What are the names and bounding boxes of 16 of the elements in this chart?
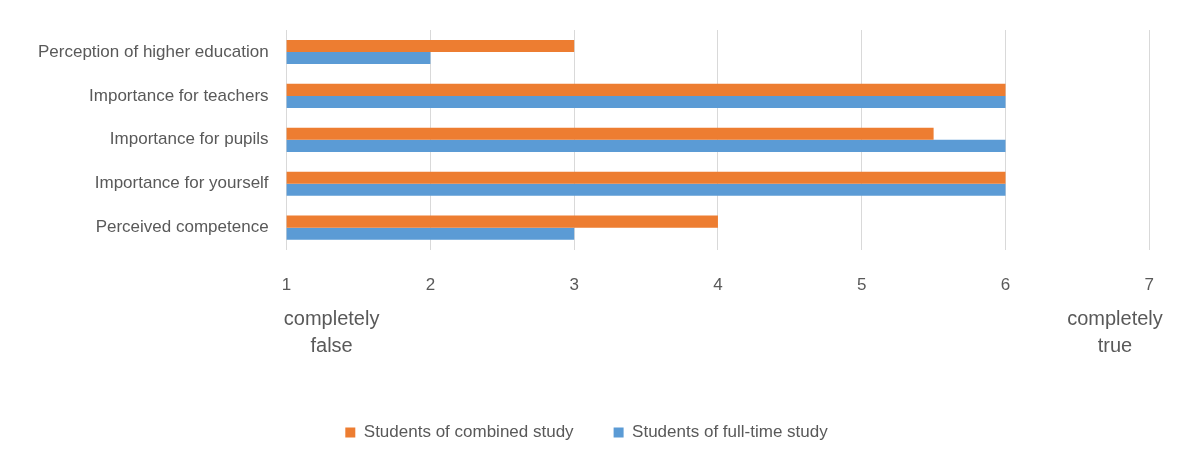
y-tick-label: Importance for teachers [89,85,269,105]
legend-label: Students of full-time study [632,422,829,442]
y-tick-label: Importance for pupils [109,129,269,149]
x-tick-label: 1 [281,275,292,295]
x-tick-label: 5 [856,275,867,295]
text: completely true [1067,307,1163,357]
y-tick-label: Perception of higher education [37,41,269,61]
x-tick-label: 4 [713,275,723,295]
text: completely false [283,307,380,357]
y-tick-label: Perceived competence [95,217,269,237]
x-tick-label: 7 [1144,275,1155,295]
x-tick-label: 2 [425,275,436,295]
x-tick-label: 3 [569,275,579,295]
y-tick-label: Importance for yourself [94,173,269,193]
x-tick-label: 6 [1000,275,1011,295]
legend-label: Students of combined study [363,422,575,442]
